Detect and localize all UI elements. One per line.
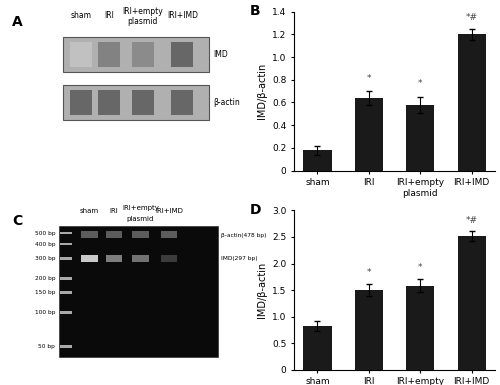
Bar <box>98 42 120 67</box>
Text: IMD: IMD <box>213 50 228 59</box>
Text: 400 bp: 400 bp <box>34 242 56 247</box>
Bar <box>458 236 486 370</box>
Text: *: * <box>418 263 422 272</box>
Bar <box>60 277 72 280</box>
Bar <box>70 42 92 67</box>
Bar <box>63 85 209 120</box>
Bar <box>81 231 98 238</box>
Text: *: * <box>366 268 371 277</box>
Bar <box>304 150 332 171</box>
Text: 100 bp: 100 bp <box>35 310 56 315</box>
Text: IMD(297 bp): IMD(297 bp) <box>221 256 258 261</box>
Text: IRI+empty: IRI+empty <box>122 205 159 211</box>
Bar <box>132 42 154 67</box>
Text: D: D <box>250 203 262 216</box>
Y-axis label: IMD/β-actin: IMD/β-actin <box>256 63 266 119</box>
Bar <box>98 90 120 115</box>
Text: IRI+IMD: IRI+IMD <box>155 208 183 214</box>
Text: C: C <box>12 214 22 228</box>
Text: plasmid: plasmid <box>126 216 154 222</box>
Bar <box>354 98 383 171</box>
Text: *#: *# <box>466 216 477 225</box>
Bar <box>60 231 72 234</box>
Bar <box>458 34 486 171</box>
Text: β-actin: β-actin <box>213 98 240 107</box>
Text: *: * <box>366 74 371 83</box>
Text: 500 bp: 500 bp <box>34 231 56 236</box>
Text: 150 bp: 150 bp <box>35 290 56 295</box>
Text: sham: sham <box>70 10 91 20</box>
Bar <box>132 254 148 262</box>
Bar <box>161 254 178 262</box>
Bar <box>60 243 72 245</box>
Bar <box>304 326 332 370</box>
Bar <box>106 254 122 262</box>
Text: 300 bp: 300 bp <box>34 256 56 261</box>
Bar <box>132 90 154 115</box>
Bar <box>60 345 72 348</box>
Bar <box>406 286 434 370</box>
Bar <box>354 290 383 370</box>
Text: 50 bp: 50 bp <box>38 345 56 350</box>
Bar <box>58 226 218 357</box>
Text: IRI: IRI <box>110 208 118 214</box>
Text: *: * <box>418 79 422 88</box>
Bar <box>406 105 434 171</box>
Text: IRI+IMD: IRI+IMD <box>167 10 198 20</box>
Text: 200 bp: 200 bp <box>34 276 56 281</box>
Bar <box>172 42 194 67</box>
Bar <box>63 37 209 72</box>
Text: plasmid: plasmid <box>128 17 158 26</box>
Text: IRI+empty: IRI+empty <box>122 7 163 16</box>
Bar <box>70 90 92 115</box>
Text: IRI: IRI <box>104 10 115 20</box>
Text: sham: sham <box>80 208 99 214</box>
Text: β-actin(478 bp): β-actin(478 bp) <box>221 233 266 238</box>
Text: *#: *# <box>466 13 477 22</box>
Bar <box>161 231 178 238</box>
Text: A: A <box>12 15 23 29</box>
Bar <box>60 311 72 314</box>
Bar <box>60 257 72 259</box>
Bar <box>81 254 98 262</box>
Y-axis label: IMD/β-actin: IMD/β-actin <box>256 262 266 318</box>
Bar <box>106 231 122 238</box>
Bar <box>60 291 72 294</box>
Bar <box>132 231 148 238</box>
Text: B: B <box>250 3 260 18</box>
Bar <box>172 90 194 115</box>
